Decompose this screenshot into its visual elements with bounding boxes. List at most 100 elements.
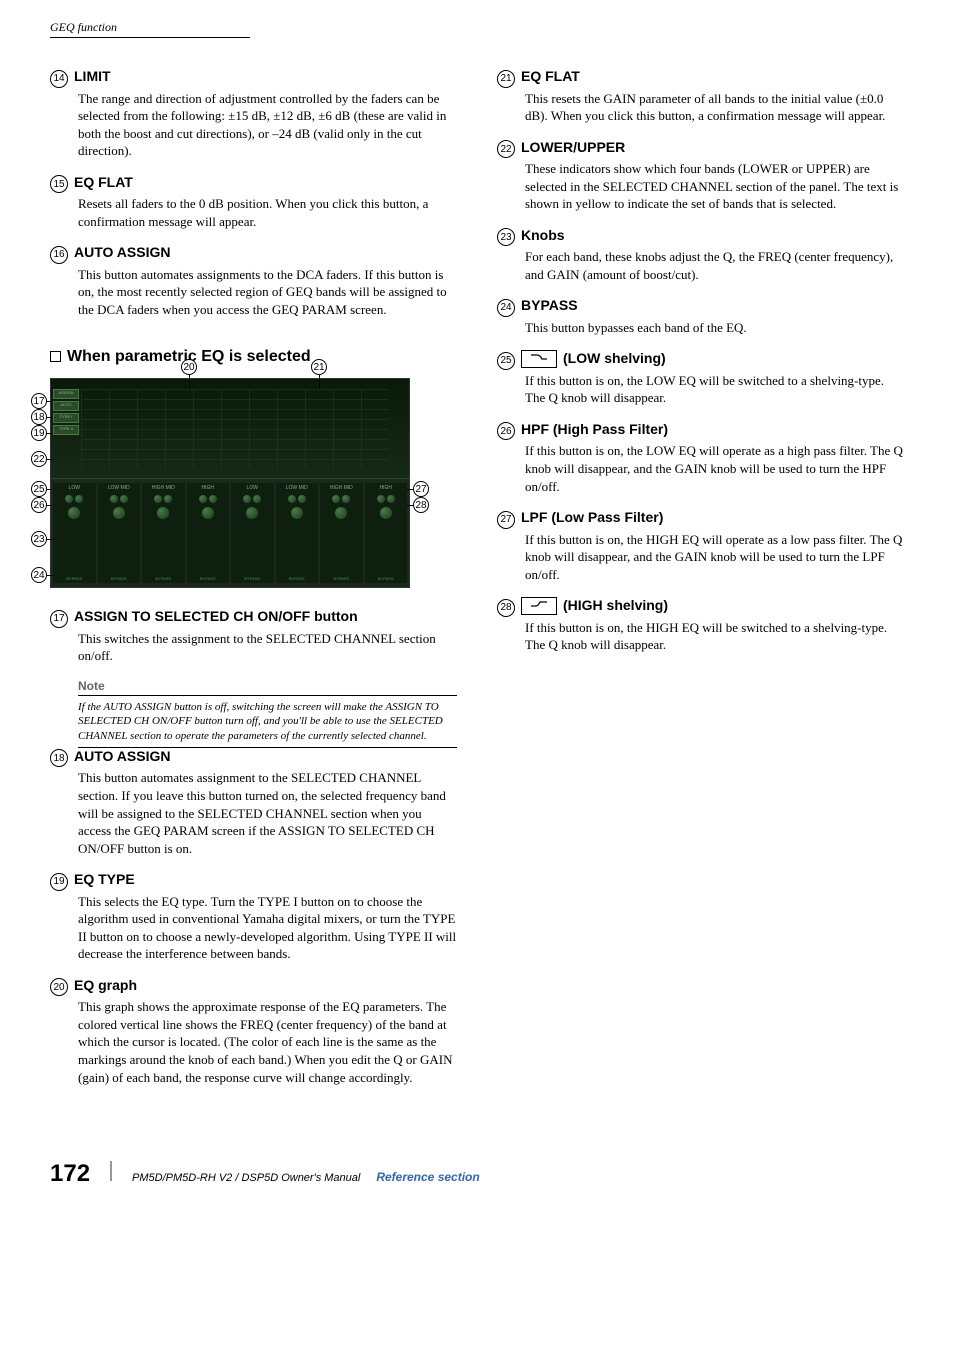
freq-knob[interactable] <box>202 507 214 519</box>
page-number: 172 <box>50 1160 90 1188</box>
item-header: 16 AUTO ASSIGN <box>50 244 457 264</box>
item-header: 26 HPF (High Pass Filter) <box>497 421 904 441</box>
eq-knob-row <box>110 495 128 503</box>
eq-band: LOW BYPASS <box>231 483 274 583</box>
callout-25: 25 <box>31 481 47 497</box>
item-header: 22 LOWER/UPPER <box>497 139 904 159</box>
freq-knob[interactable] <box>113 507 125 519</box>
q-knob[interactable] <box>110 495 118 503</box>
eq-knob-row <box>243 495 261 503</box>
item-title: ASSIGN TO SELECTED CH ON/OFF button <box>74 608 358 624</box>
gain-knob[interactable] <box>253 495 261 503</box>
q-knob[interactable] <box>199 495 207 503</box>
circled-number-icon: 24 <box>497 299 515 317</box>
gain-knob[interactable] <box>75 495 83 503</box>
item-title: BYPASS <box>521 297 578 313</box>
freq-knob[interactable] <box>380 507 392 519</box>
freq-knob[interactable] <box>291 507 303 519</box>
q-knob[interactable] <box>377 495 385 503</box>
gain-knob[interactable] <box>164 495 172 503</box>
q-knob[interactable] <box>332 495 340 503</box>
eq-knob-row <box>335 507 347 519</box>
bypass-button[interactable]: BYPASS <box>155 576 171 581</box>
freq-knob[interactable] <box>335 507 347 519</box>
bypass-button[interactable]: BYPASS <box>378 576 394 581</box>
type2-button[interactable]: TYPE II <box>53 425 79 435</box>
item-body: This selects the EQ type. Turn the TYPE … <box>78 893 457 963</box>
bypass-button[interactable]: BYPASS <box>111 576 127 581</box>
doc-item-22: 22 LOWER/UPPERThese indicators show whic… <box>497 139 904 213</box>
gain-knob[interactable] <box>209 495 217 503</box>
doc-item-16: 16 AUTO ASSIGNThis button automates assi… <box>50 244 457 318</box>
eq-band-label: HIGH <box>202 485 215 491</box>
item-header: 24 BYPASS <box>497 297 904 317</box>
item-body: These indicators show which four bands (… <box>525 160 904 213</box>
circled-number-icon: 14 <box>50 70 68 88</box>
circled-number-icon: 22 <box>497 140 515 158</box>
circled-number-icon: 15 <box>50 175 68 193</box>
freq-knob[interactable] <box>246 507 258 519</box>
eq-knob-row <box>377 495 395 503</box>
auto-button[interactable]: AUTO <box>53 401 79 411</box>
callout-19: 19 <box>31 425 47 441</box>
item-header: 21 EQ FLAT <box>497 68 904 88</box>
freq-knob[interactable] <box>157 507 169 519</box>
doc-item-26: 26 HPF (High Pass Filter)If this button … <box>497 421 904 495</box>
gain-knob[interactable] <box>120 495 128 503</box>
circled-number-icon: 18 <box>50 749 68 767</box>
freq-knob[interactable] <box>68 507 80 519</box>
item-body: If this button is on, the LOW EQ will be… <box>525 372 904 407</box>
item-title: Knobs <box>521 227 565 243</box>
doc-item-27: 27 LPF (Low Pass Filter)If this button i… <box>497 509 904 583</box>
item-title: (HIGH shelving) <box>563 597 668 613</box>
eq-band-label: LOW MID <box>108 485 130 491</box>
eq-knob-row <box>65 495 83 503</box>
doc-item-18: 18 AUTO ASSIGNThis button automates assi… <box>50 748 457 857</box>
item-header: 28 (HIGH shelving) <box>497 597 904 617</box>
item-header: 14 LIMIT <box>50 68 457 88</box>
gain-knob[interactable] <box>298 495 306 503</box>
item-header: 27 LPF (Low Pass Filter) <box>497 509 904 529</box>
doc-item-21: 21 EQ FLATThis resets the GAIN parameter… <box>497 68 904 125</box>
callout-21: 21 <box>311 359 327 375</box>
q-knob[interactable] <box>65 495 73 503</box>
item-body: For each band, these knobs adjust the Q,… <box>525 248 904 283</box>
doc-item-20: 20 EQ graphThis graph shows the approxim… <box>50 977 457 1086</box>
footer-section: Reference section <box>376 1170 479 1184</box>
bypass-button[interactable]: BYPASS <box>289 576 305 581</box>
eq-band-label: LOW <box>247 485 258 491</box>
doc-item-28: 28 (HIGH shelving)If this button is on, … <box>497 597 904 654</box>
item-title: LPF (Low Pass Filter) <box>521 509 663 525</box>
gain-knob[interactable] <box>387 495 395 503</box>
bypass-button[interactable]: BYPASS <box>244 576 260 581</box>
type1-button[interactable]: TYPE I <box>53 413 79 423</box>
item-header: 15 EQ FLAT <box>50 174 457 194</box>
callout-28: 28 <box>413 497 429 513</box>
side-button-panel: ASSIGN AUTO TYPE I TYPE II <box>53 389 79 435</box>
q-knob[interactable] <box>154 495 162 503</box>
item-body: If this button is on, the LOW EQ will op… <box>525 442 904 495</box>
note-body: If the AUTO ASSIGN button is off, switch… <box>78 695 457 748</box>
q-knob[interactable] <box>243 495 251 503</box>
callout-20: 20 <box>181 359 197 375</box>
assign-button[interactable]: ASSIGN <box>53 389 79 399</box>
item-title: EQ TYPE <box>74 871 135 887</box>
eq-knob-row <box>157 507 169 519</box>
q-knob[interactable] <box>288 495 296 503</box>
square-bullet-icon <box>50 351 61 362</box>
item-body: This switches the assignment to the SELE… <box>78 630 457 665</box>
footer-divider <box>110 1161 112 1181</box>
bypass-button[interactable]: BYPASS <box>66 576 82 581</box>
eq-band-label: HIGH <box>380 485 393 491</box>
eq-graph-area: ASSIGN AUTO TYPE I TYPE II <box>51 379 409 479</box>
page-footer: 172 PM5D/PM5D-RH V2 / DSP5D Owner's Manu… <box>50 1160 904 1188</box>
circled-number-icon: 25 <box>497 352 515 370</box>
bypass-button[interactable]: BYPASS <box>200 576 216 581</box>
eq-band: HIGH BYPASS <box>187 483 230 583</box>
callout-18: 18 <box>31 409 47 425</box>
note-block: NoteIf the AUTO ASSIGN button is off, sw… <box>78 679 457 748</box>
gain-knob[interactable] <box>342 495 350 503</box>
bypass-button[interactable]: BYPASS <box>333 576 349 581</box>
doc-item-17: 17 ASSIGN TO SELECTED CH ON/OFF buttonTh… <box>50 608 457 665</box>
eq-graph-grid <box>81 389 389 468</box>
